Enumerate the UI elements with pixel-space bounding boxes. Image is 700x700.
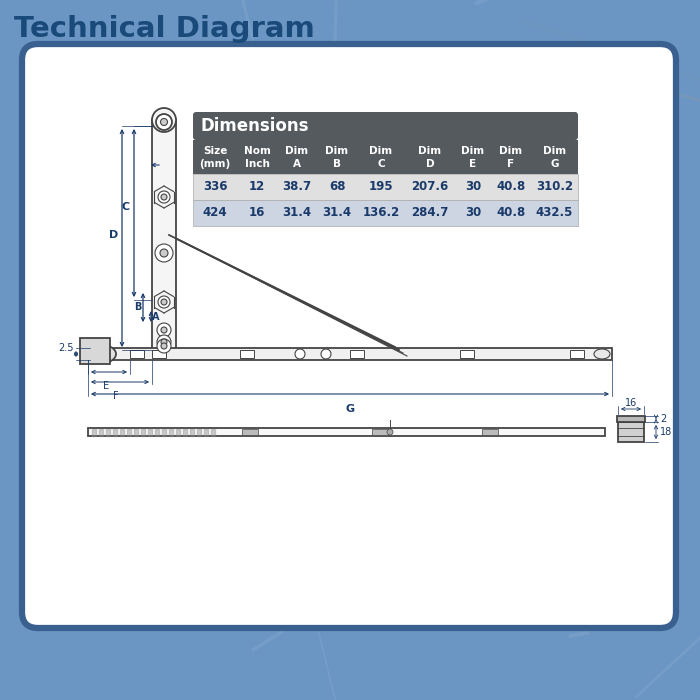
Bar: [240, 350, 254, 358]
Circle shape: [160, 249, 168, 257]
Text: Dim: Dim: [370, 146, 393, 156]
Text: D: D: [109, 230, 118, 240]
Text: A: A: [293, 159, 301, 169]
Circle shape: [387, 429, 393, 435]
Circle shape: [160, 118, 167, 125]
Text: 31.4: 31.4: [282, 206, 312, 220]
Text: 30: 30: [465, 206, 481, 220]
Text: G: G: [550, 159, 559, 169]
Circle shape: [152, 108, 176, 132]
Bar: [193, 174, 578, 200]
Text: E: E: [470, 159, 477, 169]
Bar: [372, 429, 388, 435]
Bar: [617, 416, 645, 422]
Text: 2: 2: [660, 414, 666, 424]
Text: G: G: [345, 404, 355, 414]
Text: 424: 424: [203, 206, 228, 220]
Bar: [152, 350, 166, 358]
Bar: [350, 350, 364, 358]
FancyBboxPatch shape: [22, 44, 676, 628]
Text: 207.6: 207.6: [412, 181, 449, 193]
Bar: [242, 429, 258, 435]
Text: 38.7: 38.7: [282, 181, 312, 193]
Bar: [482, 429, 498, 435]
Circle shape: [158, 296, 170, 308]
Text: 432.5: 432.5: [536, 206, 573, 220]
Text: C: C: [122, 202, 130, 212]
Text: C: C: [377, 159, 385, 169]
Text: 30: 30: [465, 181, 481, 193]
Text: Inch: Inch: [244, 159, 270, 169]
Text: 16: 16: [248, 206, 265, 220]
Text: 2.5: 2.5: [59, 343, 74, 353]
Bar: [130, 350, 144, 358]
Circle shape: [161, 339, 167, 345]
Text: D: D: [426, 159, 434, 169]
Text: 68: 68: [329, 181, 345, 193]
Text: Size: Size: [203, 146, 228, 156]
Circle shape: [156, 114, 172, 130]
Text: 284.7: 284.7: [412, 206, 449, 220]
Text: F: F: [113, 391, 119, 401]
Text: B: B: [333, 159, 341, 169]
Circle shape: [158, 191, 170, 203]
Bar: [193, 200, 578, 226]
Bar: [88, 428, 605, 436]
Circle shape: [157, 323, 171, 337]
Ellipse shape: [88, 345, 116, 363]
Text: 18: 18: [660, 427, 672, 437]
Bar: [88, 348, 612, 360]
Text: Dim: Dim: [286, 146, 309, 156]
Circle shape: [161, 343, 167, 349]
FancyBboxPatch shape: [193, 112, 578, 140]
Text: 336: 336: [203, 181, 228, 193]
Text: 40.8: 40.8: [496, 206, 526, 220]
Circle shape: [157, 335, 171, 349]
Text: 12: 12: [249, 181, 265, 193]
Text: 31.4: 31.4: [323, 206, 351, 220]
Circle shape: [157, 339, 171, 353]
Text: E: E: [103, 381, 109, 391]
Circle shape: [161, 299, 167, 305]
Text: Nom: Nom: [244, 146, 270, 156]
Text: Dim: Dim: [499, 146, 523, 156]
Text: A: A: [153, 312, 160, 322]
Text: 195: 195: [369, 181, 393, 193]
Text: 310.2: 310.2: [536, 181, 573, 193]
Text: Dim: Dim: [543, 146, 566, 156]
Text: 40.8: 40.8: [496, 181, 526, 193]
Text: B: B: [134, 302, 141, 312]
Bar: [460, 350, 474, 358]
Bar: [570, 350, 584, 358]
Text: Dim: Dim: [461, 146, 484, 156]
Text: Technical Diagram: Technical Diagram: [14, 15, 315, 43]
Bar: [80, 338, 110, 364]
Circle shape: [161, 194, 167, 200]
Bar: [193, 140, 578, 174]
Text: Dimensions: Dimensions: [201, 117, 309, 135]
Text: Dim: Dim: [419, 146, 442, 156]
Circle shape: [295, 349, 305, 359]
Circle shape: [161, 327, 167, 333]
Text: Dim: Dim: [326, 146, 349, 156]
Ellipse shape: [594, 349, 610, 359]
Bar: [152, 120, 176, 350]
Circle shape: [155, 244, 173, 262]
Text: F: F: [508, 159, 514, 169]
Text: 136.2: 136.2: [363, 206, 400, 220]
Text: (mm): (mm): [199, 159, 230, 169]
Bar: [618, 422, 644, 442]
Text: 16: 16: [625, 398, 637, 408]
Circle shape: [321, 349, 331, 359]
